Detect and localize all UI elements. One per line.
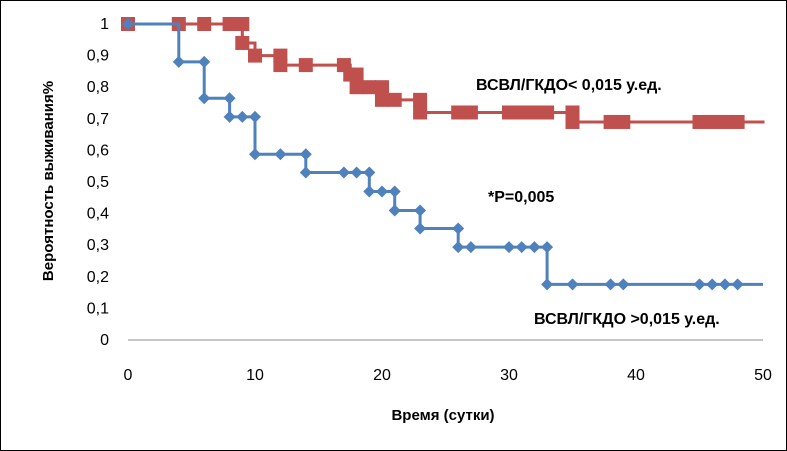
series-label-high-ratio: ВСВЛ/ГКДО >0,015 у.ед. <box>534 311 720 328</box>
series-0-point <box>273 58 288 73</box>
x-tick-label: 50 <box>754 367 772 384</box>
series-1-point <box>541 241 554 254</box>
series-1-point <box>617 278 630 291</box>
series-0-point <box>349 80 364 95</box>
series-0-point <box>616 114 631 129</box>
series-0-point <box>514 105 529 120</box>
y-tick-label: 0,7 <box>87 111 109 128</box>
series-1-point <box>414 204 427 217</box>
series-1-point <box>299 166 312 179</box>
series-0-point <box>717 114 732 129</box>
series-0-point <box>451 105 466 120</box>
series-0-point <box>502 105 516 120</box>
series-1-point <box>198 92 211 105</box>
series-0-point <box>235 35 250 50</box>
series-line-0 <box>128 22 765 124</box>
y-tick-label: 0,8 <box>87 79 109 96</box>
series-0-point <box>413 105 428 120</box>
series-0-point <box>362 80 377 95</box>
series-1-point <box>376 185 388 198</box>
series-1-point <box>731 278 744 291</box>
series-line-1 <box>128 22 763 286</box>
p-value-annotation: *Р=0,005 <box>488 189 554 206</box>
x-axis-ticks: 0 10 20 30 40 50 <box>124 367 772 384</box>
series-0-point <box>235 17 250 31</box>
series-0-point <box>527 105 542 120</box>
series-1-point <box>528 241 541 254</box>
x-tick-label: 0 <box>124 367 133 384</box>
series-0-point <box>565 114 580 129</box>
series-0-point <box>603 114 618 129</box>
y-axis-title: Вероятность выживания% <box>40 81 57 281</box>
series-1-point <box>299 148 312 161</box>
series-1-point <box>223 92 236 105</box>
y-tick-label: 0,2 <box>87 269 109 286</box>
series-0-point <box>540 105 555 120</box>
series-1-point <box>515 241 528 254</box>
series-1-point <box>414 222 427 235</box>
series-1-point <box>363 185 376 198</box>
y-tick-label: 0,9 <box>87 48 109 65</box>
series-1-point <box>236 110 249 123</box>
series-1-point <box>452 241 465 254</box>
series-0-point <box>349 67 364 82</box>
series-1-point <box>706 278 719 291</box>
y-tick-label: 0,4 <box>87 206 109 223</box>
y-tick-label: 0 <box>100 332 109 349</box>
series-0-point <box>692 114 707 129</box>
series-1-point <box>503 241 515 254</box>
y-tick-label: 1 <box>100 16 109 33</box>
series-0-point <box>298 58 313 73</box>
series-0-point <box>705 114 720 129</box>
series-1-point <box>350 166 363 179</box>
series-1-point <box>249 148 261 161</box>
series-1-point <box>274 148 287 161</box>
y-tick-label: 0,3 <box>87 237 109 254</box>
series-1-point <box>388 185 401 198</box>
x-tick-label: 10 <box>246 367 264 384</box>
y-tick-label: 0,5 <box>87 174 109 191</box>
series-0-point <box>413 92 428 107</box>
series-0-point <box>730 114 745 129</box>
series-1-point <box>693 278 706 291</box>
series-1-point <box>452 222 465 235</box>
series-1-point <box>464 241 477 254</box>
series-1-point <box>122 18 134 30</box>
series-0-point <box>387 92 402 107</box>
series-1-point <box>388 204 401 217</box>
x-tick-label: 40 <box>627 367 645 384</box>
series-label-low-ratio: ВСВЛ/ГКДО< 0,015 у.ед. <box>476 77 662 94</box>
series-0-point <box>375 80 389 95</box>
y-tick-label: 0,1 <box>87 300 109 317</box>
series-1-point <box>718 278 731 291</box>
series-1-point <box>541 278 554 291</box>
series-0-point <box>197 17 212 31</box>
series-1-point <box>249 110 261 123</box>
series-layer <box>121 17 765 291</box>
y-axis-ticks: 0 0,1 0,2 0,3 0,4 0,5 0,6 0,7 0,8 0,9 1 <box>87 16 109 349</box>
x-axis-title: Время (сутки) <box>391 407 494 424</box>
series-1-point <box>604 278 617 291</box>
series-1-point <box>337 166 350 179</box>
series-1-point <box>363 166 376 179</box>
series-0-point <box>375 92 389 107</box>
series-0-point <box>248 48 262 63</box>
x-tick-label: 30 <box>500 367 518 384</box>
series-1-point <box>172 55 185 68</box>
series-1-point <box>566 278 579 291</box>
series-1-point <box>223 110 236 123</box>
x-tick-label: 20 <box>373 367 391 384</box>
y-tick-label: 0,6 <box>87 142 109 159</box>
series-0-point <box>463 105 478 120</box>
series-1-point <box>198 55 211 68</box>
